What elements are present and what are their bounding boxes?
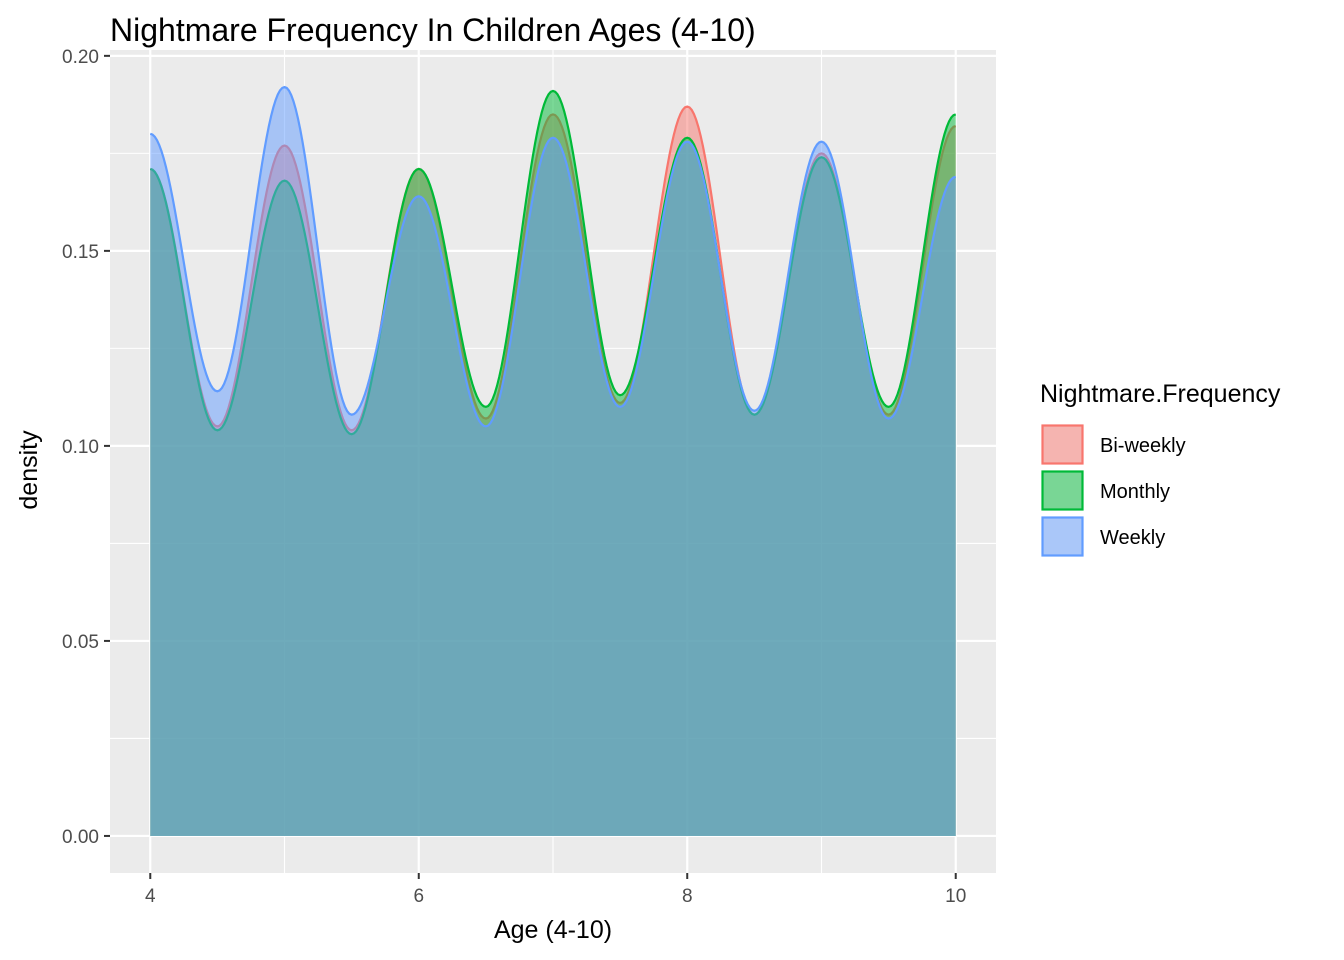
legend-label-bi-weekly: Bi-weekly [1100, 435, 1186, 457]
x-tick-label: 8 [682, 886, 693, 907]
legend-title: Nightmare.Frequency [1040, 380, 1281, 408]
density-area-weekly [150, 87, 956, 836]
x-tick-label: 10 [945, 886, 966, 907]
x-axis: 4 6 8 10 [145, 873, 966, 907]
legend-label-monthly: Monthly [1100, 481, 1170, 503]
legend: Nightmare.Frequency Bi-weekly Monthly Week… [1040, 380, 1281, 557]
x-axis-title: Age (4-10) [494, 916, 612, 944]
y-tick-label: 0.00 [62, 827, 99, 848]
y-tick-label: 0.20 [62, 47, 99, 68]
legend-label-weekly: Weekly [1100, 527, 1165, 549]
legend-key-weekly [1041, 516, 1084, 557]
y-axis: 0.00 0.05 0.10 0.15 0.20 [62, 47, 110, 848]
density-areas [149, 85, 957, 836]
y-tick-label: 0.15 [62, 242, 99, 263]
legend-key-bi-weekly [1041, 424, 1084, 465]
y-axis-title: density [15, 430, 43, 510]
x-tick-label: 6 [413, 886, 424, 907]
legend-key-monthly [1041, 470, 1084, 511]
density-line-weekly [149, 85, 957, 428]
y-tick-label: 0.05 [62, 632, 99, 653]
chart-title: Nightmare Frequency In Children Ages (4-… [110, 12, 756, 48]
y-tick-label: 0.10 [62, 437, 99, 458]
x-tick-label: 4 [145, 886, 156, 907]
